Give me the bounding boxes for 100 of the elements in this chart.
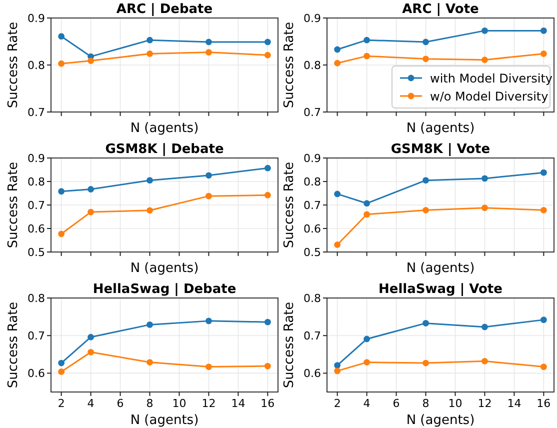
x-tick-label: 2 [58,397,65,410]
point [264,164,271,172]
y-tick-label: 0.5 [28,246,45,259]
point [206,49,212,56]
y-tick-label: 0.9 [304,152,321,165]
chart-title: HellaSwag | Debate [92,282,236,297]
point [88,208,94,216]
point [334,362,341,369]
x-tick-label: 4 [87,397,94,410]
point [146,359,153,366]
point [146,36,153,44]
point [146,177,153,184]
point [58,188,65,195]
point [58,60,65,67]
x-axis-title: N (agents) [406,121,475,136]
point [88,348,94,356]
point [364,36,370,44]
y-tick-label: 0.6 [28,367,45,380]
point [540,50,547,57]
x-axis-title: N (agents) [130,261,199,276]
point [264,192,271,198]
point [364,359,370,366]
point [206,364,212,370]
x-tick-label: 6 [392,397,400,410]
chart-title: ARC | Vote [402,2,480,17]
x-tick-label: 16 [536,397,551,410]
y-tick-label: 0.9 [28,152,45,165]
x-tick-label: 12 [202,397,216,410]
x-axis-title: N (agents) [406,261,475,276]
y-tick-label: 0.9 [28,12,45,25]
point [146,207,153,214]
point [88,186,94,192]
y-tick-label: 0.6 [304,222,321,236]
point [540,316,547,324]
point [482,204,488,212]
y-tick-label: 0.7 [304,199,321,212]
y-tick-label: 0.8 [28,292,45,305]
y-tick-label: 0.7 [28,106,45,119]
legend-label: w/o Model Diversity [430,90,548,104]
y-axis-title: Success Rate [6,22,21,108]
x-tick-label: 10 [172,397,186,410]
point [334,368,341,374]
point [146,50,153,57]
y-tick-label: 0.7 [304,330,321,343]
point [422,38,429,46]
point [422,177,429,184]
point [206,172,212,179]
point [482,324,488,330]
point [58,368,65,375]
x-tick-label: 14 [507,397,522,410]
x-tick-label: 8 [422,397,430,410]
point [206,192,212,200]
x-tick-label: 6 [116,397,124,410]
point [334,46,341,53]
legend-label: with Model Diversity [430,72,553,86]
point [264,318,271,326]
y-axis-title: Success Rate [6,162,21,248]
point [482,27,488,34]
chart-title: ARC | Debate [116,2,213,17]
y-tick-label: 0.8 [304,59,321,72]
point [264,38,271,46]
point [364,336,370,342]
y-axis-title: Success Rate [282,22,297,108]
y-tick-label: 0.6 [28,222,45,236]
point [422,320,429,326]
x-tick-label: 2 [334,397,341,410]
point [540,206,547,214]
y-tick-label: 0.7 [304,106,321,119]
point [58,360,65,366]
point [334,242,341,248]
point [482,175,488,182]
chart-title: GSM8K | Debate [105,142,224,157]
chart-title: GSM8K | Vote [390,142,490,157]
y-tick-label: 0.6 [304,367,321,380]
point [540,27,547,34]
point [206,38,212,46]
point [206,318,212,324]
x-tick-label: 10 [448,397,462,410]
point [364,52,370,60]
point [264,52,271,58]
x-axis-title: N (agents) [130,413,199,428]
y-axis-title: Success Rate [6,302,21,388]
y-tick-label: 0.8 [304,292,321,305]
x-tick-label: 8 [146,397,154,410]
y-axis-title: Success Rate [282,302,297,388]
y-tick-label: 0.7 [28,330,45,343]
x-axis-title: N (agents) [406,413,475,428]
point [146,321,153,328]
x-tick-label: 4 [363,397,370,410]
point [264,362,271,370]
point [58,230,65,238]
x-axis-title: N (agents) [130,121,199,136]
point [334,60,341,66]
point [88,58,94,64]
x-tick-label: 16 [260,397,275,410]
y-tick-label: 0.8 [28,59,45,72]
x-tick-label: 12 [478,397,492,410]
y-tick-label: 0.8 [304,176,321,188]
y-tick-label: 0.5 [304,246,321,259]
point [540,364,547,370]
